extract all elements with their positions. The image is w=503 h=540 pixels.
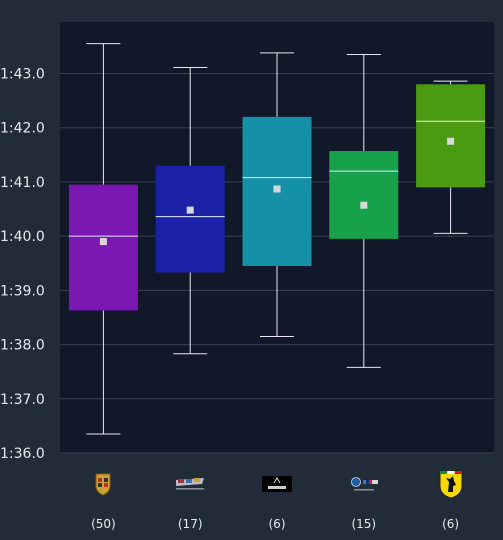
count-label: (6) <box>442 517 459 531</box>
iqr-box <box>68 184 138 311</box>
y-tick-label: 1:40.0 <box>0 229 45 245</box>
ferrari-logo-icon <box>439 470 463 499</box>
cadillac-logo-icon <box>176 478 204 490</box>
y-tick-label: 1:38.0 <box>0 338 45 354</box>
box-0 <box>68 43 138 435</box>
mean-marker <box>447 137 455 145</box>
acura-logo-icon <box>262 476 292 492</box>
iqr-box <box>155 165 225 273</box>
y-tick-label: 1:36.0 <box>0 446 45 462</box>
porsche-logo-icon <box>95 473 111 496</box>
y-axis-ticks: 1:36.0 1:37.0 1:38.0 1:39.0 1:40.0 1:41.0 1:42… <box>0 67 45 462</box>
count-label: (50) <box>91 517 116 531</box>
box-3 <box>329 54 399 368</box>
count-label: (17) <box>178 517 203 531</box>
y-tick-label: 1:39.0 <box>0 283 45 299</box>
y-tick-label: 1:37.0 <box>0 392 45 408</box>
count-label: (6) <box>269 517 286 531</box>
y-tick-label: 1:42.0 <box>0 121 45 137</box>
box-2 <box>242 52 312 337</box>
mean-marker <box>186 206 194 214</box>
mean-marker <box>273 185 281 193</box>
y-tick-label: 1:41.0 <box>0 175 45 191</box>
count-labels: (50) (17) (6) (15) (6) <box>91 517 459 531</box>
box-1 <box>155 67 225 355</box>
mean-marker <box>99 238 107 246</box>
iqr-box <box>416 84 486 188</box>
y-tick-label: 1:43.0 <box>0 67 45 83</box>
mean-marker <box>360 201 368 209</box>
count-label: (15) <box>351 517 376 531</box>
iqr-box <box>329 151 399 239</box>
box-series <box>68 43 486 435</box>
box-4 <box>416 80 486 234</box>
bmw-logo-icon <box>351 477 378 491</box>
